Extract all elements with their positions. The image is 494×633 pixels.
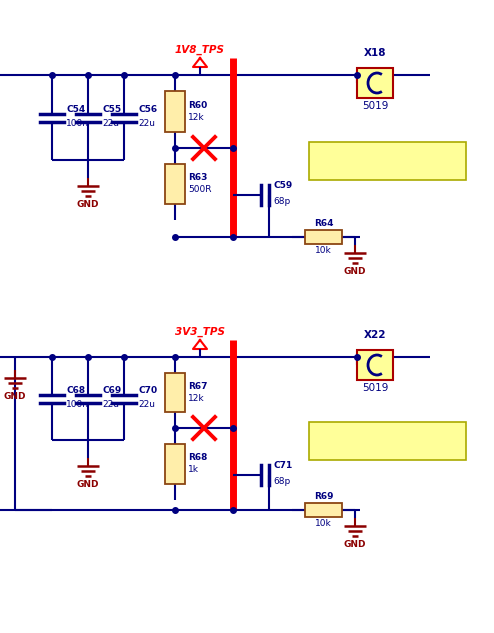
Text: C59: C59 xyxy=(273,180,292,189)
Text: C68: C68 xyxy=(66,386,85,395)
Text: C56: C56 xyxy=(138,105,157,114)
Text: 500R: 500R xyxy=(188,185,211,194)
Text: Default - 1V8 @ 2A: Default - 1V8 @ 2A xyxy=(328,148,431,158)
Text: 5019: 5019 xyxy=(362,101,388,111)
Text: C70: C70 xyxy=(138,386,157,395)
Text: 22u: 22u xyxy=(138,400,155,409)
Bar xyxy=(357,350,393,380)
Text: R68: R68 xyxy=(188,453,207,463)
Text: 12k: 12k xyxy=(188,394,205,403)
Text: !: ! xyxy=(320,434,322,439)
Text: R60: R60 xyxy=(188,101,207,110)
Text: 100n: 100n xyxy=(66,119,89,128)
Text: 100n: 100n xyxy=(66,400,89,409)
Text: 22u: 22u xyxy=(102,119,119,128)
Text: 3V3_TPS: 3V3_TPS xyxy=(175,327,225,337)
Text: 10k: 10k xyxy=(315,519,332,528)
Text: 5019: 5019 xyxy=(362,383,388,393)
Text: R67: R67 xyxy=(188,382,207,391)
Text: Variable from 1.38V -: Variable from 1.38V - xyxy=(328,443,431,453)
Text: 68p: 68p xyxy=(273,196,290,206)
Bar xyxy=(305,230,342,244)
Text: X18: X18 xyxy=(364,48,386,58)
Text: GND: GND xyxy=(4,392,26,401)
Text: GND: GND xyxy=(77,200,99,209)
FancyBboxPatch shape xyxy=(309,142,466,180)
Text: R63: R63 xyxy=(188,173,207,182)
Bar xyxy=(305,503,342,517)
Text: C71: C71 xyxy=(273,460,292,470)
Text: 10k: 10k xyxy=(315,246,332,255)
Text: X22: X22 xyxy=(364,330,386,340)
Text: 22u: 22u xyxy=(138,119,155,128)
Bar xyxy=(165,91,185,132)
Text: 1k: 1k xyxy=(188,465,199,475)
Text: C54: C54 xyxy=(66,105,85,114)
FancyBboxPatch shape xyxy=(309,422,466,460)
Text: Variable from 1.35V -: Variable from 1.35V - xyxy=(328,163,431,173)
Text: GND: GND xyxy=(77,480,99,489)
Text: !: ! xyxy=(320,153,322,158)
Text: GND: GND xyxy=(344,267,366,276)
Bar xyxy=(165,164,185,204)
Text: R64: R64 xyxy=(314,219,333,228)
Text: Default - 3V3@ 2A: Default - 3V3@ 2A xyxy=(328,428,428,438)
Bar xyxy=(165,444,185,484)
Text: C69: C69 xyxy=(102,386,121,395)
Text: R69: R69 xyxy=(314,492,333,501)
Bar xyxy=(165,373,185,412)
Text: 12k: 12k xyxy=(188,113,205,122)
Text: 1V8_TPS: 1V8_TPS xyxy=(175,45,225,55)
Bar xyxy=(357,68,393,98)
Text: GND: GND xyxy=(344,540,366,549)
Text: 68p: 68p xyxy=(273,477,290,486)
Text: C55: C55 xyxy=(102,105,121,114)
Text: 22u: 22u xyxy=(102,400,119,409)
